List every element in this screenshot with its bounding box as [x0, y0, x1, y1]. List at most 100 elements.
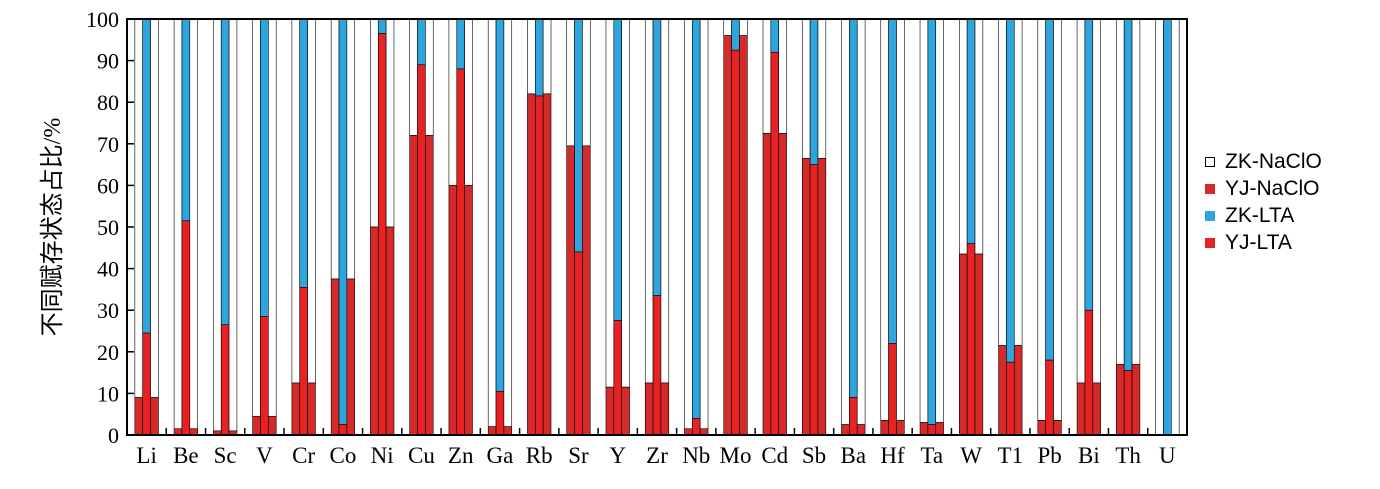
bar-zr-lta-upper: [652, 18, 662, 296]
bar-th-naclo-left-upper: [1116, 18, 1125, 365]
bar-cd-naclo-left-lower: [762, 133, 772, 436]
y-tick-label-20: 20: [97, 340, 119, 365]
bar-ga-naclo-right-lower: [503, 426, 513, 436]
x-tick-label-co: Co: [330, 443, 357, 468]
x-tick-label-rb: Rb: [526, 443, 553, 468]
x-tick-label-ga: Ga: [487, 443, 514, 468]
bar-li-lta-lower: [142, 332, 151, 436]
bar-nb-naclo-right-upper: [699, 18, 709, 430]
bar-mo-lta-lower: [731, 49, 740, 436]
bar-u-lta-upper: [1163, 18, 1172, 436]
bar-pb-naclo-right-lower: [1053, 420, 1062, 436]
bar-cu-naclo-left-lower: [409, 135, 418, 436]
bar-cu-naclo-right-lower: [425, 135, 434, 436]
legend: ZK-NaClO YJ-NaClO ZK-LTA YJ-LTA: [1205, 148, 1375, 256]
bar-u-naclo-right-upper: [1170, 18, 1180, 436]
bar-mo-naclo-left-upper: [723, 18, 732, 36]
bar-co-naclo-left-upper: [330, 18, 340, 280]
bar-v-naclo-right-lower: [268, 415, 277, 436]
x-tick-label-cu: Cu: [408, 443, 435, 468]
bar-mo-lta-upper: [731, 18, 740, 51]
bar-cu-naclo-right-upper: [425, 18, 434, 136]
bar-pb-lta-lower: [1045, 359, 1054, 436]
bar-mo-naclo-right-lower: [739, 35, 748, 436]
x-tick-label-y: Y: [609, 443, 626, 468]
bar-w-naclo-right-lower: [974, 253, 984, 436]
bar-bi-naclo-left-upper: [1076, 18, 1086, 384]
legend-label-zk-lta: ZK-LTA: [1225, 203, 1295, 227]
bar-y-lta-lower: [613, 320, 622, 436]
bar-zn-naclo-right-upper: [464, 18, 473, 186]
legend-swatch-zk-lta: [1205, 210, 1215, 221]
bar-ba-naclo-left-lower: [841, 424, 850, 436]
bar-mo-naclo-right-upper: [739, 18, 748, 36]
bar-ga-lta-upper: [495, 18, 505, 392]
bar-li-naclo-right-upper: [150, 18, 159, 398]
bar-ga-naclo-left-lower: [487, 426, 497, 436]
x-tick-label-v: V: [256, 443, 273, 468]
bar-th-lta-upper: [1123, 18, 1133, 371]
bar-ta-naclo-right-upper: [935, 18, 944, 423]
bar-pb-naclo-right-upper: [1053, 18, 1062, 421]
x-tick-label-li: Li: [136, 443, 156, 468]
bar-t1-naclo-right-lower: [1013, 345, 1023, 436]
bar-mo-naclo-left-lower: [723, 35, 732, 436]
bar-pb-naclo-left-lower: [1037, 420, 1046, 436]
bar-cu-lta-upper: [417, 18, 426, 66]
x-tick-label-sc: Sc: [214, 443, 237, 468]
y-tick-label-40: 40: [97, 257, 119, 282]
bar-ni-naclo-right-lower: [385, 226, 395, 436]
bar-sc-lta-upper: [220, 18, 230, 326]
x-tick-label-sb: Sb: [802, 443, 826, 468]
x-tick-label-cd: Cd: [761, 443, 788, 468]
bar-zn-naclo-right-lower: [464, 185, 473, 436]
x-tick-label-w: W: [960, 443, 982, 468]
bar-co-naclo-right-upper: [346, 18, 356, 280]
bar-li-lta-upper: [142, 18, 151, 334]
bar-cd-naclo-right-lower: [778, 133, 787, 436]
bar-v-naclo-left-lower: [252, 415, 261, 436]
bar-bi-naclo-right-lower: [1092, 382, 1101, 436]
bar-co-naclo-left-lower: [330, 278, 340, 436]
bar-cr-lta-lower: [299, 287, 308, 436]
y-axis: 0 10 20 30 40 50 60 70 80 90 100: [86, 7, 134, 448]
plot-frame: [126, 18, 1188, 436]
bar-ni-naclo-right-upper: [385, 18, 395, 228]
bar-th-lta-lower: [1123, 370, 1133, 436]
bar-rb-lta-lower: [534, 95, 544, 436]
bar-ba-lta-upper: [849, 18, 858, 398]
bar-sb-lta-upper: [809, 18, 819, 165]
bar-zn-naclo-left-lower: [448, 185, 458, 436]
bar-sr-naclo-left-lower: [566, 145, 575, 436]
bar-v-naclo-left-upper: [252, 18, 261, 417]
bar-rb-naclo-left-lower: [527, 93, 536, 436]
bar-bi-naclo-left-lower: [1076, 382, 1086, 436]
x-tick-label-cr: Cr: [292, 443, 315, 468]
y-tick-label-90: 90: [97, 49, 119, 74]
bars-layer: [134, 18, 1180, 436]
bar-li-naclo-left-upper: [134, 18, 144, 398]
bar-th-naclo-right-lower: [1131, 363, 1141, 436]
bar-w-naclo-left-upper: [958, 18, 968, 255]
legend-label-yj-lta: YJ-LTA: [1225, 230, 1292, 254]
bar-ba-naclo-left-upper: [841, 18, 850, 425]
bar-cu-naclo-left-upper: [409, 18, 418, 136]
x-tick-label-sr: Sr: [568, 443, 589, 468]
bar-w-lta-lower: [966, 243, 976, 436]
bar-v-lta-lower: [260, 316, 269, 436]
bar-be-lta-lower: [181, 220, 191, 436]
bar-rb-naclo-right-lower: [542, 93, 552, 436]
x-tick-label-pb: Pb: [1037, 443, 1061, 468]
bar-sb-naclo-left-upper: [801, 18, 811, 159]
bar-ba-naclo-right-lower: [856, 424, 866, 436]
bar-sc-naclo-right-upper: [228, 18, 238, 432]
x-tick-label-ba: Ba: [841, 443, 867, 468]
bar-y-naclo-right-lower: [621, 386, 630, 436]
x-tick-label-bi: Bi: [1078, 443, 1100, 468]
bar-nb-naclo-left-upper: [684, 18, 693, 430]
x-tick-label-u: U: [1159, 443, 1176, 468]
bar-ga-lta-lower: [495, 391, 505, 436]
bar-li-naclo-right-lower: [150, 397, 159, 436]
bar-ga-naclo-right-upper: [503, 18, 513, 427]
bar-zn-naclo-left-upper: [448, 18, 458, 186]
